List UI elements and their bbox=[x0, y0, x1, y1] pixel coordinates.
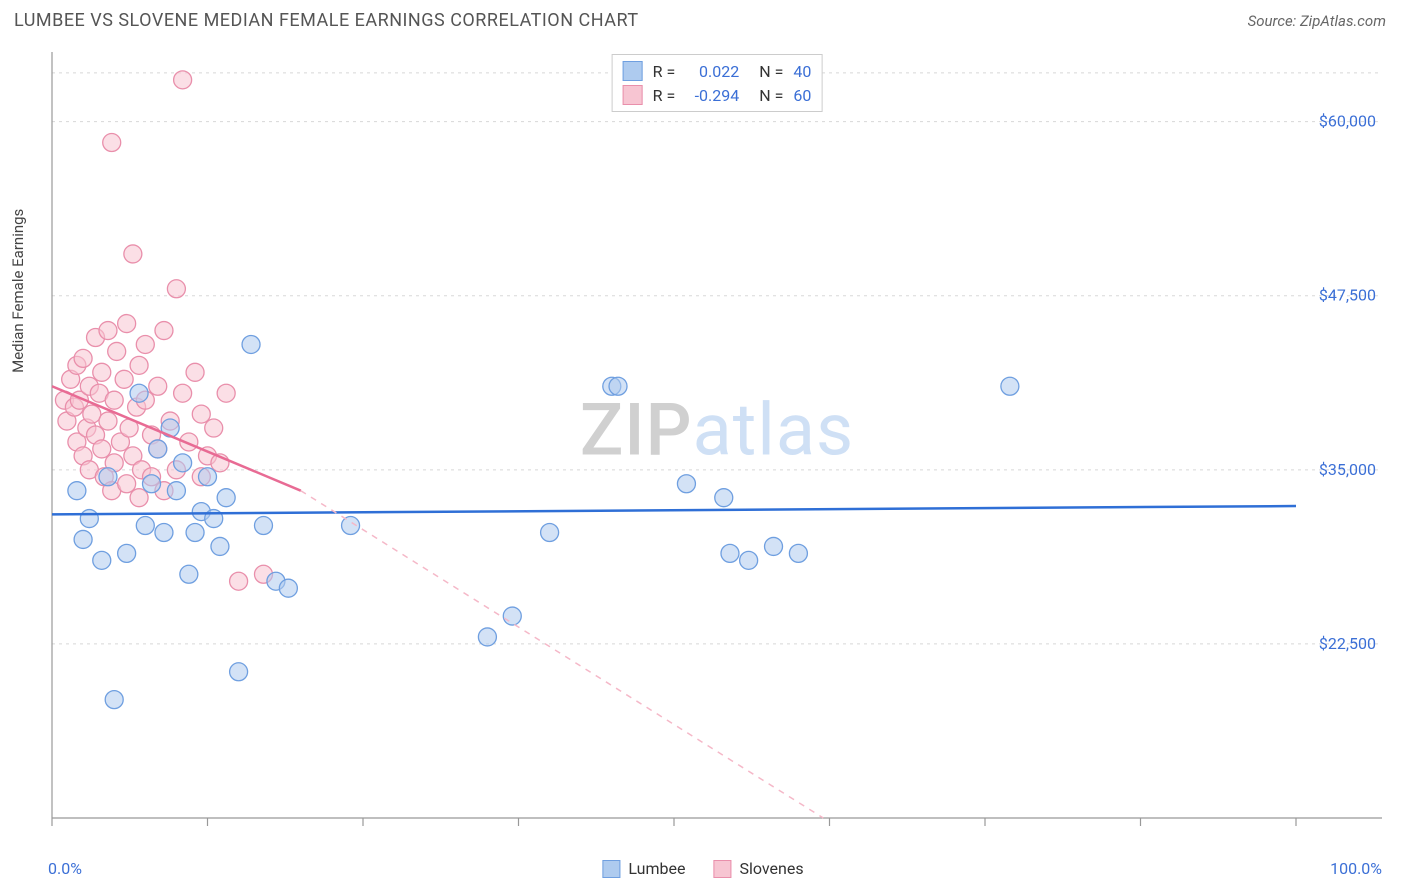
stats-legend: R = 0.022 N = 40 R = -0.294 N = 60 bbox=[612, 54, 823, 112]
trend-line-lumbee bbox=[52, 506, 1296, 514]
data-point bbox=[118, 475, 136, 493]
stats-legend-row: R = 0.022 N = 40 bbox=[623, 59, 812, 83]
data-point bbox=[99, 322, 117, 340]
data-point bbox=[105, 691, 123, 709]
bottom-legend-item: Slovenes bbox=[713, 859, 803, 878]
data-point bbox=[174, 384, 192, 402]
chart-header: LUMBEE VS SLOVENE MEDIAN FEMALE EARNINGS… bbox=[0, 0, 1406, 37]
data-point bbox=[149, 377, 167, 395]
bottom-legend: Lumbee Slovenes bbox=[602, 859, 803, 878]
legend-swatch bbox=[602, 860, 620, 878]
data-point bbox=[103, 134, 121, 152]
data-point bbox=[136, 517, 154, 535]
data-point bbox=[124, 245, 142, 263]
legend-swatch bbox=[623, 85, 643, 105]
data-point bbox=[230, 572, 248, 590]
data-point bbox=[180, 565, 198, 583]
legend-label: Lumbee bbox=[628, 859, 685, 878]
stats-r-value: -0.294 bbox=[685, 86, 739, 105]
data-point bbox=[167, 482, 185, 500]
stats-n-value: 60 bbox=[793, 86, 811, 105]
bottom-legend-item: Lumbee bbox=[602, 859, 685, 878]
data-point bbox=[789, 544, 807, 562]
data-point bbox=[199, 468, 217, 486]
data-point bbox=[74, 349, 92, 367]
y-axis-label: Median Female Earnings bbox=[9, 209, 27, 373]
chart-source: Source: ZipAtlas.com bbox=[1248, 12, 1386, 30]
stats-n-value: 40 bbox=[793, 62, 811, 81]
data-point bbox=[478, 628, 496, 646]
data-point bbox=[254, 517, 272, 535]
data-point bbox=[211, 537, 229, 555]
x-axis-max-label: 100.0% bbox=[1330, 859, 1382, 878]
stats-n-label: N = bbox=[759, 86, 783, 105]
data-point bbox=[174, 71, 192, 89]
data-point bbox=[1001, 377, 1019, 395]
data-point bbox=[105, 391, 123, 409]
data-point bbox=[192, 405, 210, 423]
data-point bbox=[130, 356, 148, 374]
data-point bbox=[83, 405, 101, 423]
data-point bbox=[118, 315, 136, 333]
legend-swatch bbox=[623, 61, 643, 81]
data-point bbox=[130, 489, 148, 507]
stats-legend-row: R = -0.294 N = 60 bbox=[623, 83, 812, 107]
data-point bbox=[130, 384, 148, 402]
data-point bbox=[715, 489, 733, 507]
legend-swatch bbox=[713, 860, 731, 878]
data-point bbox=[186, 523, 204, 541]
data-point bbox=[242, 335, 260, 353]
data-point bbox=[99, 468, 117, 486]
stats-r-label: R = bbox=[653, 62, 676, 81]
stats-n-label: N = bbox=[759, 62, 783, 81]
y-tick-label: $35,000 bbox=[1319, 460, 1376, 479]
data-point bbox=[143, 475, 161, 493]
data-point bbox=[155, 523, 173, 541]
stats-r-label: R = bbox=[653, 86, 676, 105]
data-point bbox=[205, 419, 223, 437]
data-point bbox=[115, 370, 133, 388]
trend-line-slovenes-dashed bbox=[301, 491, 823, 818]
data-point bbox=[136, 335, 154, 353]
data-point bbox=[80, 510, 98, 528]
stats-r-value: 0.022 bbox=[685, 62, 739, 81]
y-tick-label: $22,500 bbox=[1319, 634, 1376, 653]
data-point bbox=[167, 280, 185, 298]
data-point bbox=[740, 551, 758, 569]
data-point bbox=[99, 412, 117, 430]
data-point bbox=[93, 363, 111, 381]
data-point bbox=[74, 530, 92, 548]
legend-label: Slovenes bbox=[739, 859, 803, 878]
data-point bbox=[217, 489, 235, 507]
data-point bbox=[217, 384, 235, 402]
x-axis-min-label: 0.0% bbox=[48, 859, 82, 878]
data-point bbox=[118, 544, 136, 562]
scatter-plot: $22,500 $35,000 $47,500 $60,000 bbox=[48, 48, 1386, 844]
y-tick-label: $60,000 bbox=[1319, 112, 1376, 131]
data-point bbox=[93, 440, 111, 458]
data-point bbox=[677, 475, 695, 493]
data-point bbox=[149, 440, 167, 458]
data-point bbox=[155, 322, 173, 340]
data-point bbox=[541, 523, 559, 541]
data-point bbox=[108, 342, 126, 360]
data-point bbox=[721, 544, 739, 562]
chart-container: Median Female Earnings $22,500$35,000$47… bbox=[48, 48, 1386, 844]
data-point bbox=[279, 579, 297, 597]
data-point bbox=[609, 377, 627, 395]
data-point bbox=[765, 537, 783, 555]
data-point bbox=[174, 454, 192, 472]
chart-title: LUMBEE VS SLOVENE MEDIAN FEMALE EARNINGS… bbox=[14, 10, 639, 31]
data-point bbox=[503, 607, 521, 625]
y-tick-label: $47,500 bbox=[1319, 286, 1376, 305]
data-point bbox=[68, 482, 86, 500]
data-point bbox=[93, 551, 111, 569]
data-point bbox=[186, 363, 204, 381]
data-point bbox=[230, 663, 248, 681]
